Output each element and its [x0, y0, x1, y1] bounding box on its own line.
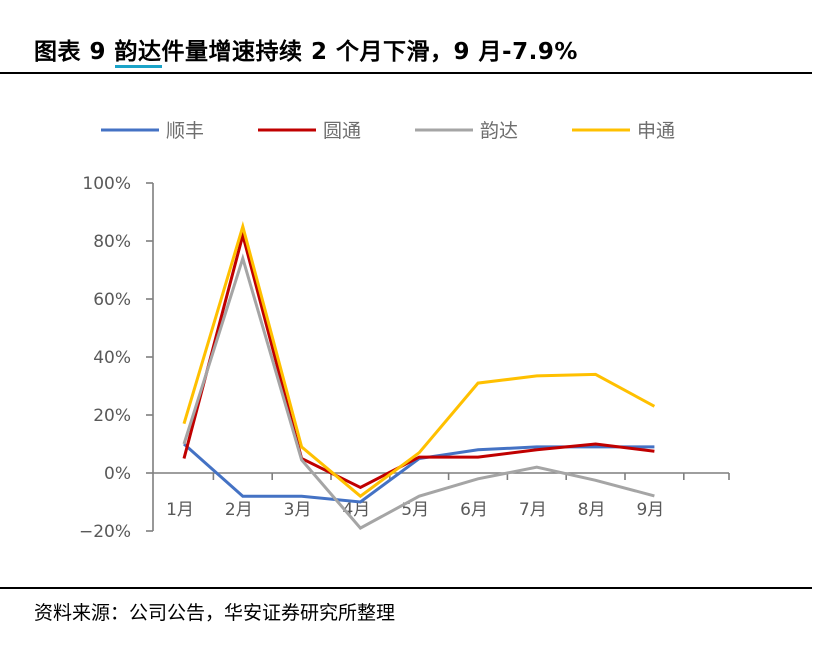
series-line — [182, 253, 655, 530]
legend-item: 顺丰 — [101, 120, 204, 142]
x-tick-label: 5月 — [401, 500, 429, 520]
y-tick-label: 100% — [82, 174, 131, 194]
y-tick-label: 60% — [93, 290, 131, 310]
chart-legend: 顺丰 圆通 韵达 申通 — [101, 120, 675, 142]
x-tick-label: 3月 — [284, 500, 312, 520]
x-tick-label: 8月 — [578, 500, 606, 520]
title-prefix: 图表 9 — [34, 39, 115, 65]
title-highlight: 韵达 — [114, 39, 162, 68]
title-suffix: 件量增速持续 2 个月下滑，9 月-7.9% — [161, 39, 578, 65]
legend-item: 圆通 — [258, 120, 361, 142]
y-tick-label: 20% — [93, 406, 131, 426]
y-tick-label: −20% — [79, 522, 131, 542]
y-tick-label: 0% — [104, 464, 131, 484]
chart-title: 图表 9 韵达件量增速持续 2 个月下滑，9 月-7.9% — [34, 32, 578, 68]
y-tick-label: 80% — [93, 232, 131, 252]
series-line — [182, 220, 656, 499]
source-note: 资料来源：公司公告，华安证券研究所整理 — [34, 602, 396, 624]
chart-axes: 100%80%60%40%20%0%−20%1月 2月 3月 4月 5月 6月 7月 8月 9月 — [79, 174, 730, 542]
x-tick-label: 2月 — [225, 500, 253, 520]
x-tick-label: 6月 — [460, 500, 488, 520]
legend-label: 申通 — [637, 120, 675, 142]
legend-label: 韵达 — [480, 120, 518, 142]
series-line — [182, 229, 655, 490]
bottom-divider — [0, 587, 812, 589]
y-tick-label: 40% — [93, 348, 131, 368]
legend-label: 顺丰 — [166, 120, 204, 142]
top-divider — [0, 72, 812, 74]
x-tick-label: 1月 — [166, 500, 194, 520]
x-tick-label: 9月 — [636, 500, 664, 520]
legend-item: 韵达 — [415, 120, 518, 142]
x-tick-label: 7月 — [519, 500, 547, 520]
chart-series — [182, 220, 656, 530]
legend-item: 申通 — [572, 120, 675, 142]
legend-label: 圆通 — [323, 120, 361, 142]
